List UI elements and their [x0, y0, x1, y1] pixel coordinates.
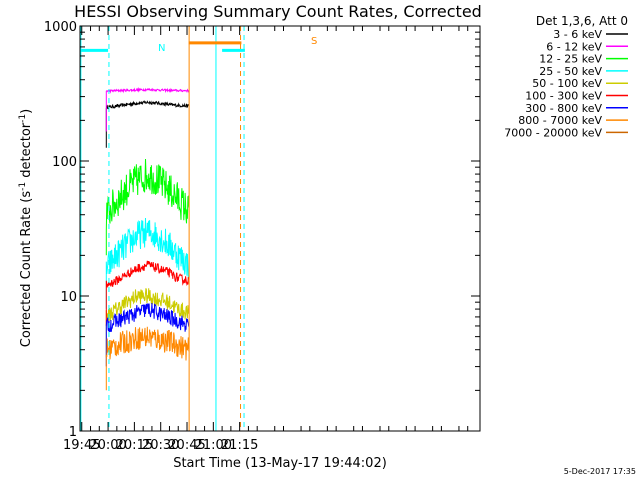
y-tick-label: 1000 [44, 20, 77, 35]
y-tick-label: 100 [52, 155, 77, 170]
y-tick-label: 10 [60, 290, 77, 305]
y-axis-label: Corrected Count Rate (s-1 detector-1) [18, 109, 34, 347]
series-line-3 [105, 217, 190, 309]
legend-item-label: 300 - 800 keV [525, 102, 602, 115]
chart-title: HESSI Observing Summary Count Rates, Cor… [74, 2, 482, 21]
saa-marker: S [311, 36, 317, 47]
legend-item-label: 3 - 6 keV [553, 28, 602, 41]
legend-item-label: 800 - 7000 keV [518, 114, 602, 127]
x-tick-label: 21:00 [195, 438, 232, 453]
series-line-6 [105, 302, 190, 367]
series-line-0 [105, 100, 190, 148]
series-line-7 [105, 326, 190, 391]
legend-item-label: 6 - 12 keV [546, 40, 602, 53]
legend-header: Det 1,3,6, Att 0 [536, 14, 628, 28]
y-tick-label: 1 [69, 425, 77, 440]
x-tick-label: 20:15 [116, 438, 153, 453]
legend-item-label: 12 - 25 keV [539, 53, 602, 66]
x-tick-label: 19:45 [63, 438, 100, 453]
night-marker: N [158, 43, 165, 54]
series-line-1 [105, 86, 190, 132]
footer-date: 5-Dec-2017 17:35 [564, 467, 636, 476]
x-tick-label: 20:00 [89, 438, 126, 453]
x-axis-label: Start Time (13-May-17 19:44:02) [173, 456, 387, 471]
x-tick-label: 20:30 [142, 438, 179, 453]
x-tick-label: 21:15 [221, 438, 258, 453]
legend-item-label: 7000 - 20000 keV [504, 126, 602, 139]
series-line-4 [105, 288, 190, 358]
plot-frame [79, 25, 481, 432]
legend-item-label: 100 - 300 keV [525, 90, 602, 103]
x-tick-label: 20:45 [168, 438, 205, 453]
series-line-2 [105, 158, 190, 256]
legend-item-label: 25 - 50 keV [539, 65, 602, 78]
series-line-5 [105, 260, 190, 326]
legend-item-label: 50 - 100 keV [532, 77, 602, 90]
